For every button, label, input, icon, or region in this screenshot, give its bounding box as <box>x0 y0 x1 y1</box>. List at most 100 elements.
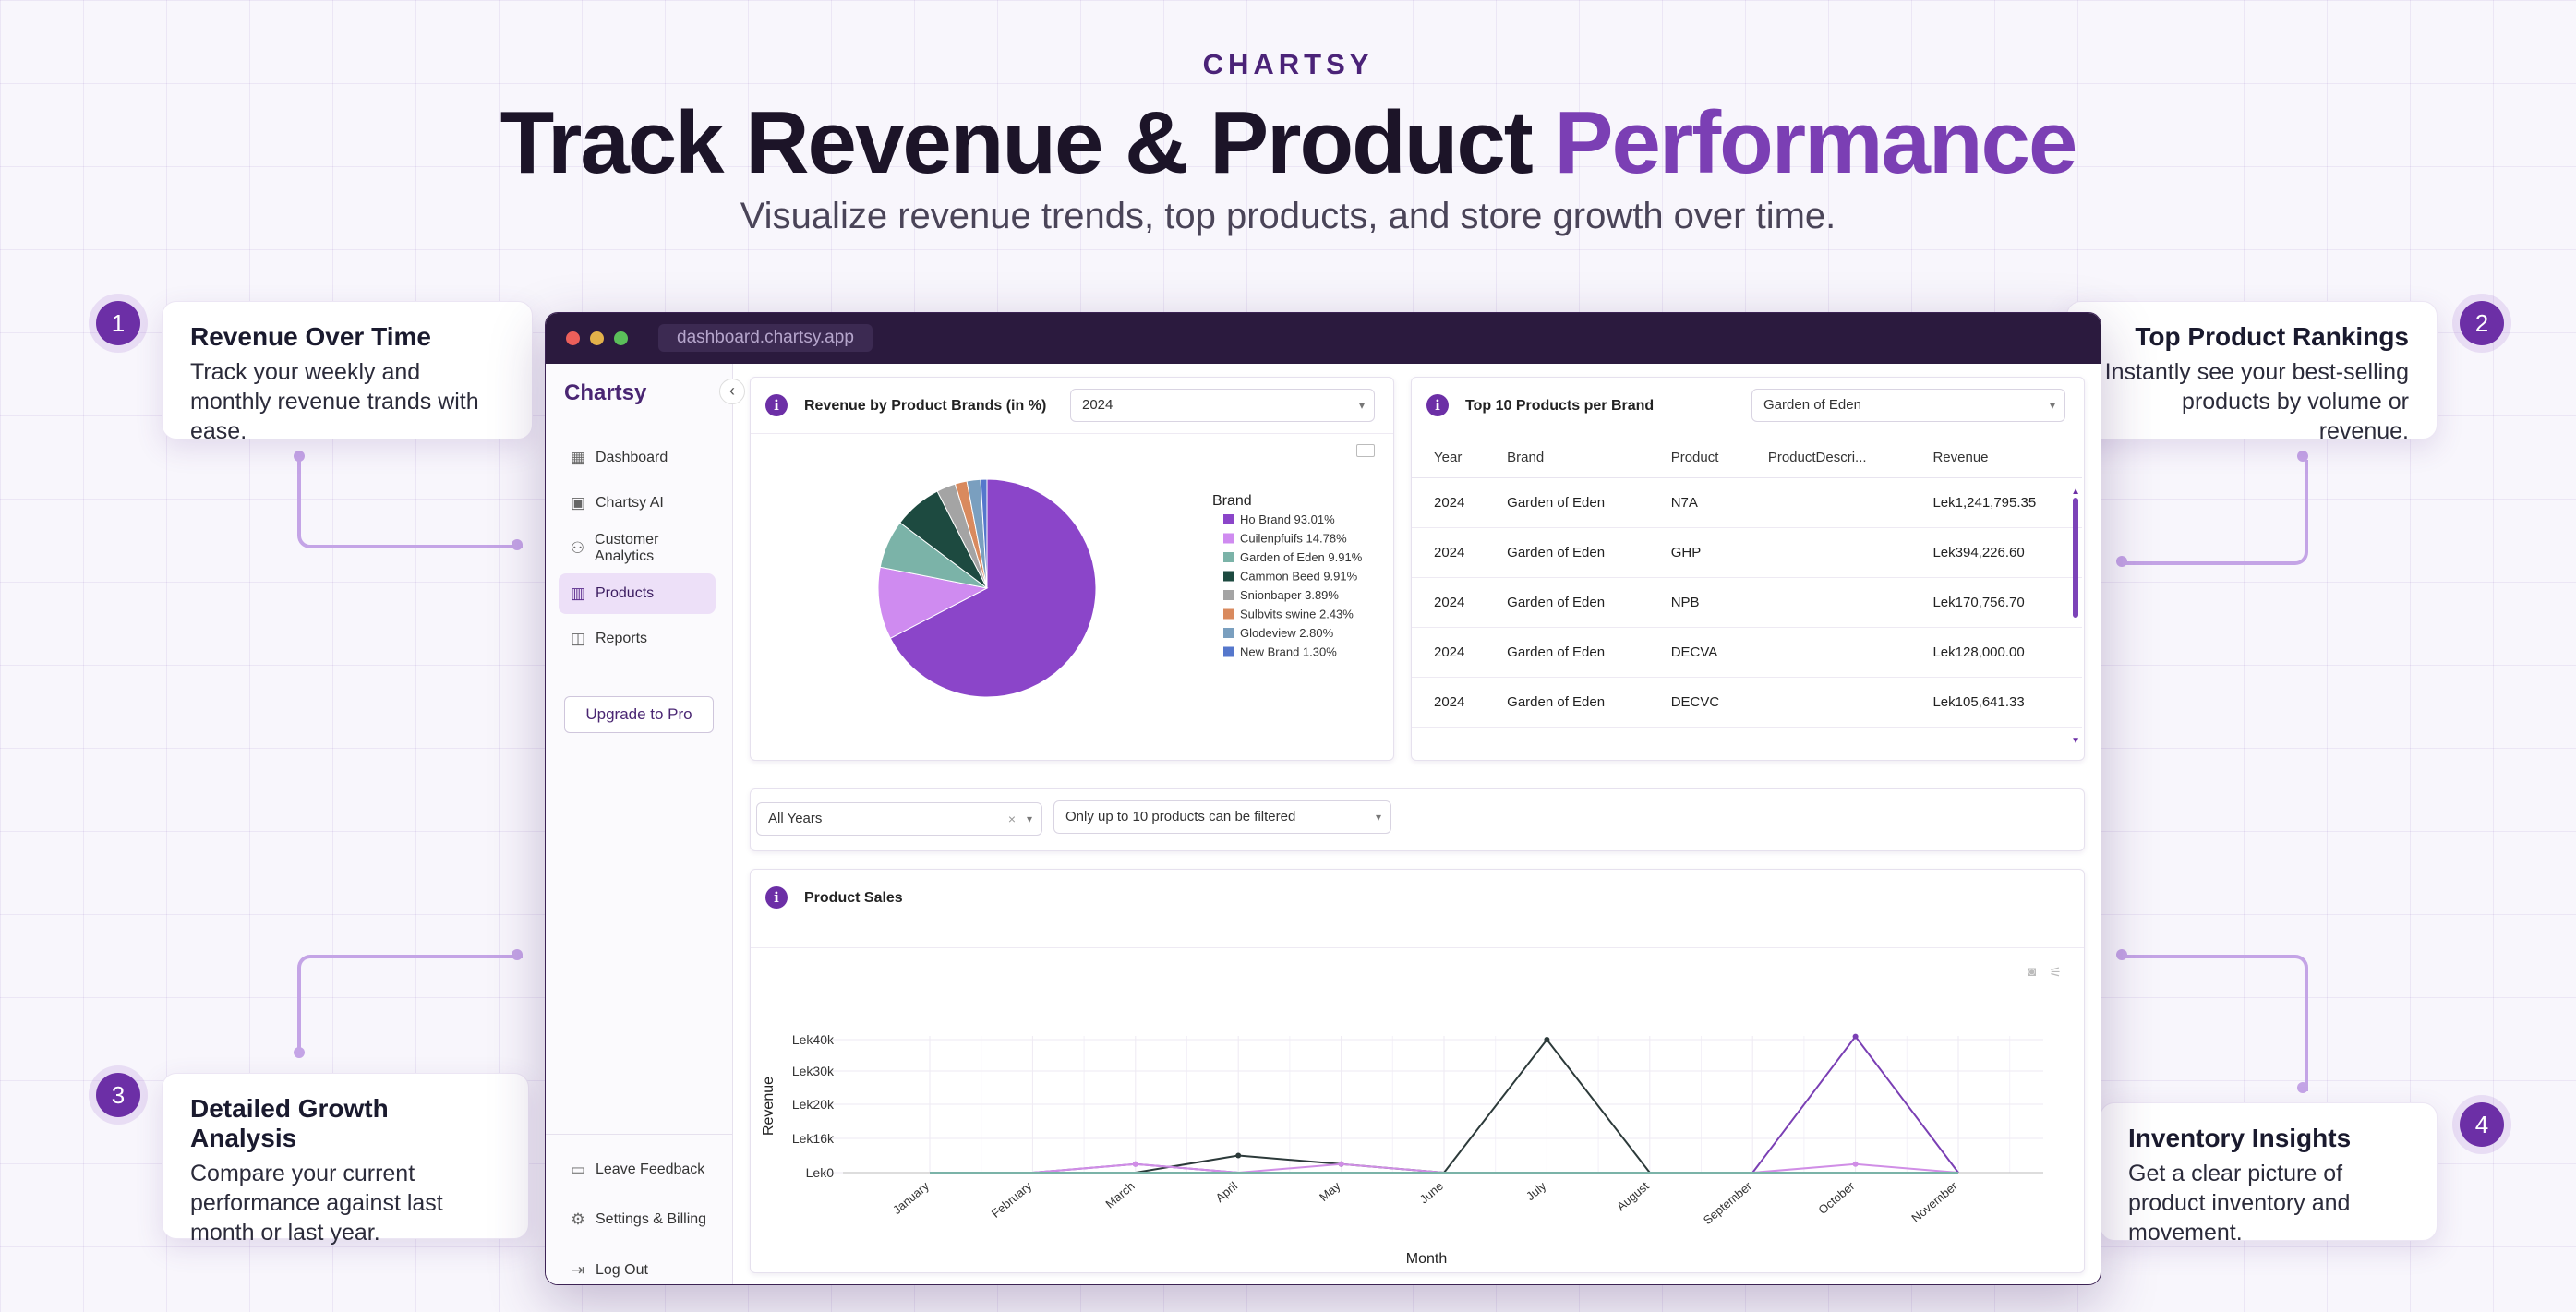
sidebar-item-label: Log Out <box>596 1262 648 1278</box>
sidebar-item-products[interactable]: ▥ Products <box>559 573 716 614</box>
callout-number-2: 2 <box>2460 301 2504 345</box>
column-header[interactable]: ProductDescri... <box>1745 437 1911 478</box>
sidebar-item-chartsy-ai[interactable]: ▣ Chartsy AI <box>559 483 716 524</box>
image-icon[interactable] <box>1356 444 1375 457</box>
x-tick-label: May <box>1317 1178 1343 1204</box>
table-row[interactable]: 2024 Garden of Eden N7A Lek1,241,795.35 <box>1412 477 2082 528</box>
table-cell: 2024 <box>1412 577 1486 628</box>
sidebar-item-customer-analytics[interactable]: ⚇ Customer Analytics <box>559 528 716 569</box>
panel-title: Top 10 Products per Brand <box>1465 398 1655 414</box>
callout-number-4: 4 <box>2460 1102 2504 1147</box>
sidebar-item-log-out[interactable]: ⇥ Log Out <box>559 1250 716 1284</box>
close-window-button[interactable] <box>566 331 580 345</box>
sidebar-logo: Chartsy <box>564 380 647 405</box>
sidebar-item-label: Chartsy AI <box>596 495 664 511</box>
callout-title: Revenue Over Time <box>190 322 431 351</box>
pie-slice <box>877 566 989 640</box>
callout-text: Track your weekly and monthly revenue tr… <box>190 359 479 444</box>
column-header[interactable]: Year <box>1412 437 1486 478</box>
legend-title: Brand <box>1212 493 1252 509</box>
product-sales-panel: i Product Sales ◙ ⚟ Lek0 Lek16k Lek20k Lek3… <box>750 869 2085 1273</box>
bar-chart-icon: ▥ <box>570 584 586 602</box>
table-cell <box>1745 477 1911 528</box>
callout-card-3: Detailed Growth Analysis Compare your cu… <box>162 1073 529 1246</box>
legend-swatch <box>1223 628 1234 638</box>
year-select[interactable]: 2024 ▾ <box>1070 389 1375 422</box>
upgrade-button[interactable]: Upgrade to Pro <box>564 696 714 733</box>
sidebar-item-label: Dashboard <box>596 450 668 465</box>
x-tick-label: February <box>989 1178 1035 1220</box>
table-row[interactable]: 2024 Garden of Eden DECVC Lek105,641.33 <box>1412 677 2082 728</box>
data-point <box>1235 1152 1242 1159</box>
camera-icon[interactable]: ◙ <box>2027 964 2036 980</box>
callout-title: Detailed Growth Analysis <box>190 1094 389 1152</box>
brand-select[interactable]: Garden of Eden ▾ <box>1751 389 2065 422</box>
sidebar-item-reports[interactable]: ◫ Reports <box>559 619 716 659</box>
sidebar-item-leave-feedback[interactable]: ▭ Leave Feedback <box>559 1150 716 1190</box>
clear-icon[interactable]: × <box>1007 812 1016 826</box>
logout-icon: ⇥ <box>571 1261 585 1279</box>
panel-title: Revenue by Product Brands (in %) <box>804 398 1047 414</box>
info-icon[interactable]: i <box>765 886 788 909</box>
table-cell: Lek128,000.00 <box>1910 627 2082 678</box>
scroll-up-icon[interactable]: ▲ <box>2071 487 2080 497</box>
sidebar-item-dashboard[interactable]: ▦ Dashboard <box>559 438 716 478</box>
ai-icon: ▣ <box>570 494 586 512</box>
legend-swatch <box>1223 533 1234 544</box>
legend-swatch <box>1223 646 1234 657</box>
scroll-down-icon[interactable]: ▼ <box>2071 736 2080 746</box>
x-tick-label: August <box>1614 1179 1652 1214</box>
connector-3 <box>297 955 523 1056</box>
url-bar[interactable]: dashboard.chartsy.app <box>658 324 873 352</box>
sidebar-footer: ▭ Leave Feedback ⚙ Settings & Billing ⇥ … <box>546 1134 732 1279</box>
table-cell: 2024 <box>1412 627 1486 678</box>
revenue-by-brand-panel: i Revenue by Product Brands (in %) 2024 … <box>750 377 1394 761</box>
collapse-sidebar-button[interactable]: ‹ <box>719 379 745 404</box>
connector-2 <box>2122 460 2308 565</box>
table-cell <box>1745 577 1911 628</box>
table-scrollbar[interactable] <box>2073 498 2078 618</box>
brand-wordmark: CHARTSY <box>1202 48 1374 80</box>
products-filter[interactable]: Only up to 10 products can be filtered ▾ <box>1053 800 1391 834</box>
legend-swatch <box>1223 590 1234 600</box>
column-header[interactable]: Product <box>1648 437 1746 478</box>
info-icon[interactable]: i <box>1426 394 1449 416</box>
x-tick-label: March <box>1102 1179 1137 1211</box>
data-point <box>1852 1033 1859 1040</box>
table-cell: Garden of Eden <box>1485 577 1649 628</box>
data-point <box>1132 1161 1138 1167</box>
column-header[interactable]: Brand <box>1485 437 1649 478</box>
table-row[interactable]: 2024 Garden of Eden DECVA Lek128,000.00 <box>1412 627 2082 678</box>
gear-icon: ⚙ <box>571 1210 585 1228</box>
table-cell: 2024 <box>1412 477 1486 528</box>
users-icon: ⚇ <box>570 539 585 557</box>
table-cell: NPB <box>1648 577 1746 628</box>
data-point <box>1338 1161 1344 1167</box>
info-icon[interactable]: i <box>765 394 788 416</box>
minimize-window-button[interactable] <box>590 331 604 345</box>
table-cell: GHP <box>1648 527 1746 578</box>
sidebar-item-label: Leave Feedback <box>596 1162 705 1177</box>
y-axis-label: Revenue <box>761 1077 776 1136</box>
maximize-window-button[interactable] <box>614 331 628 345</box>
table-cell <box>1745 627 1911 678</box>
connector-4 <box>2122 955 2308 1091</box>
table-row[interactable]: 2024 Garden of Eden NPB Lek170,756.70 <box>1412 577 2082 628</box>
feedback-icon: ▭ <box>570 1161 586 1178</box>
connector-1 <box>297 460 523 548</box>
y-tick-label: Lek0 <box>806 1165 835 1180</box>
table-cell: DECVC <box>1648 677 1746 728</box>
legend-swatch <box>1223 608 1234 620</box>
grid-icon: ▦ <box>570 449 586 466</box>
top-products-panel: i Top 10 Products per Brand Garden of Ed… <box>1411 377 2085 761</box>
top-products-table: Year Brand Product ProductDescri... Reve… <box>1412 437 2082 728</box>
years-filter[interactable]: All Years × ▾ <box>756 802 1042 836</box>
sidebar-item-settings-billing[interactable]: ⚙ Settings & Billing <box>559 1199 716 1240</box>
table-row[interactable]: 2024 Garden of Eden GHP Lek394,226.60 <box>1412 527 2082 578</box>
filters-bar: All Years × ▾ Only up to 10 products can… <box>750 788 2085 851</box>
chart-tool-icon[interactable]: ⚟ <box>2049 965 2062 981</box>
callout-card-4: Inventory Insights Get a clear picture o… <box>2100 1102 2438 1246</box>
legend-label: Sulbvits swine 2.43% <box>1240 608 1354 621</box>
table-cell: Garden of Eden <box>1485 627 1649 678</box>
column-header[interactable]: Revenue <box>1910 437 2082 478</box>
